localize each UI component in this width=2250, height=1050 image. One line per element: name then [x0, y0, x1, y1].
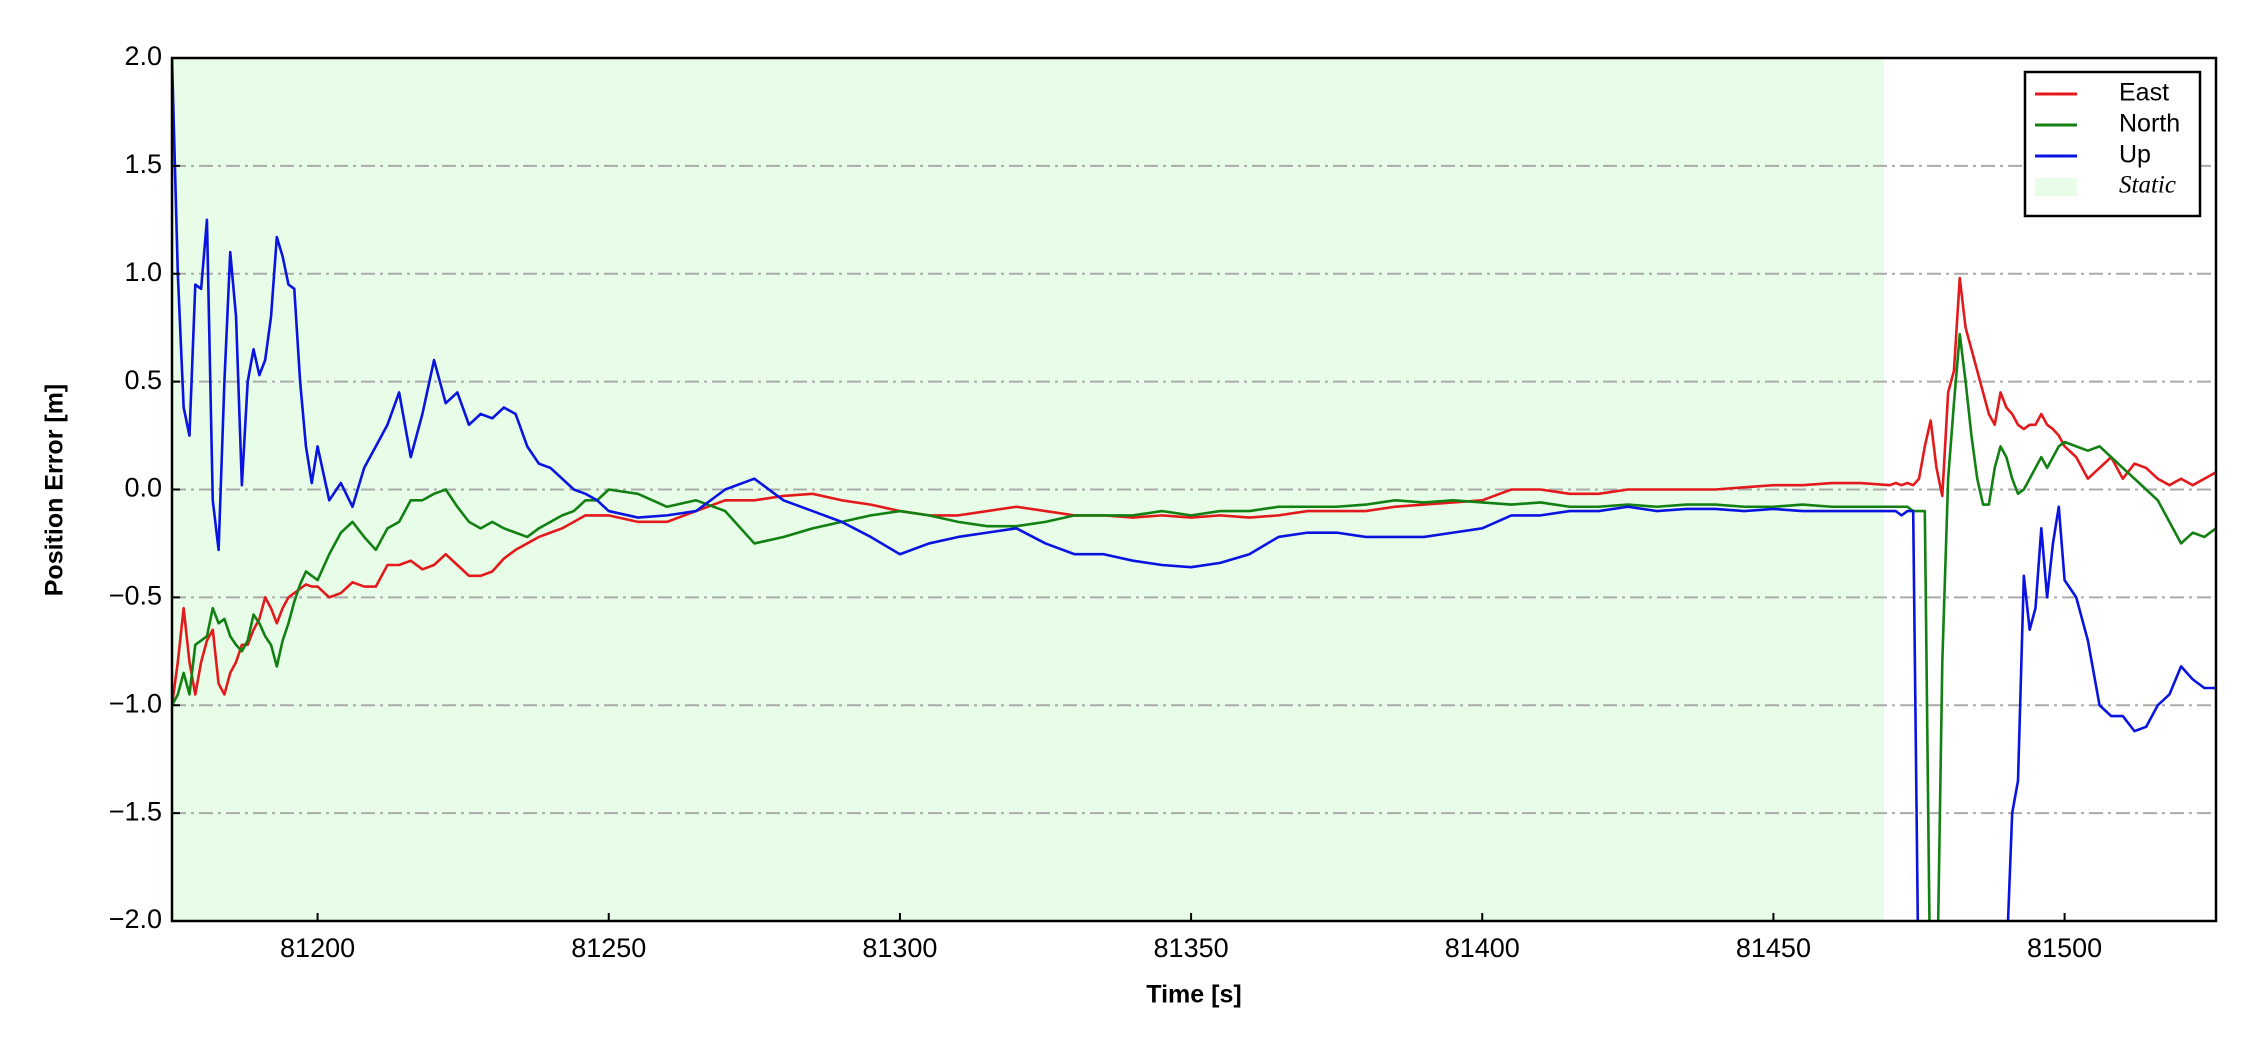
x-tick-label: 81350 — [1154, 933, 1229, 963]
series-line — [172, 276, 2216, 706]
y-tick-label: 1.5 — [124, 149, 162, 179]
x-tick-label: 81300 — [862, 933, 937, 963]
y-tick-label: −0.5 — [109, 581, 162, 611]
x-tick-label: 81250 — [571, 933, 646, 963]
x-tick-label: 81450 — [1736, 933, 1811, 963]
lines — [172, 58, 2216, 921]
y-tick-label: 2.0 — [124, 41, 162, 71]
legend: East North Up Static — [2023, 70, 2202, 218]
legend-label: East — [2119, 79, 2169, 107]
y-tick-label: 1.0 — [124, 257, 162, 287]
y-tick-label: 0.5 — [124, 365, 162, 395]
x-tick-label: 81400 — [1445, 933, 1520, 963]
ticks: −2.0 −1.5 −1.0 −0.5 0.0 0.5 1.0 1.5 2.0 81200 8125… — [109, 41, 2102, 963]
series-line — [172, 58, 2216, 921]
x-axis-label: Time [s] — [1146, 981, 1241, 1009]
x-tick-label: 81200 — [280, 933, 355, 963]
legend-label: Static — [2119, 172, 2176, 199]
y-tick-label: −2.0 — [109, 904, 162, 934]
x-tick-label: 81500 — [2027, 933, 2102, 963]
y-tick-label: 0.0 — [124, 473, 162, 503]
y-tick-label: −1.5 — [109, 796, 162, 826]
series-line — [172, 332, 2216, 921]
y-tick-label: −1.0 — [109, 688, 162, 718]
legend-label: North — [2119, 110, 2180, 138]
legend-swatch — [2035, 178, 2077, 196]
y-axis-label: Position Error [m] — [41, 384, 69, 597]
legend-label: Up — [2119, 141, 2151, 169]
